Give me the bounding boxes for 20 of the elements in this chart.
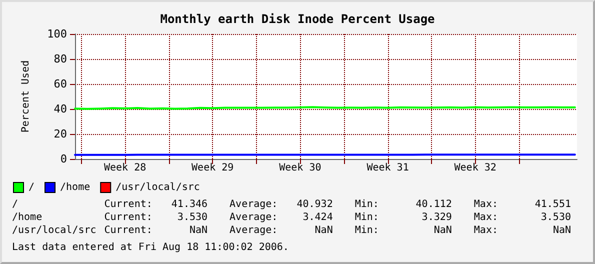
x-tick-label: Week 29 — [192, 162, 234, 174]
text: Last data entered at Fri Aug 18 11:00:02 2006. — [12, 242, 290, 253]
text: / Current: 41.346 Average: 40.932 Min: 40.112 Max: 41.551 — [12, 199, 571, 210]
x-tick-label: Week 31 — [366, 162, 409, 174]
y-axis-title: Percent Used — [20, 60, 32, 133]
y-tick-label: 100 — [47, 28, 67, 40]
x-tick-label: Week 28 — [104, 162, 146, 174]
legend-label: /usr/local/src — [116, 182, 200, 193]
y-tick-label: 40 — [54, 102, 67, 116]
y-tick-label: 0 — [60, 152, 67, 166]
legend-label: /home — [60, 182, 90, 193]
chart-title: Monthly earth Disk Inode Percent Usage — [160, 12, 435, 26]
y-tick-label: 60 — [54, 78, 67, 90]
legend-label: / — [28, 182, 35, 193]
x-tick-label: Week 30 — [279, 162, 322, 174]
text: /usr/local/src Current: NaN Average: NaN Min: NaN Max: NaN — [12, 225, 571, 236]
text: /home Current: 3.530 Average: 3.424 Min: 3.329 Max: 3.530 — [12, 212, 571, 223]
y-tick-label: 80 — [54, 52, 67, 66]
y-tick-label: 20 — [54, 128, 67, 140]
x-tick-label: Week 32 — [454, 162, 496, 174]
